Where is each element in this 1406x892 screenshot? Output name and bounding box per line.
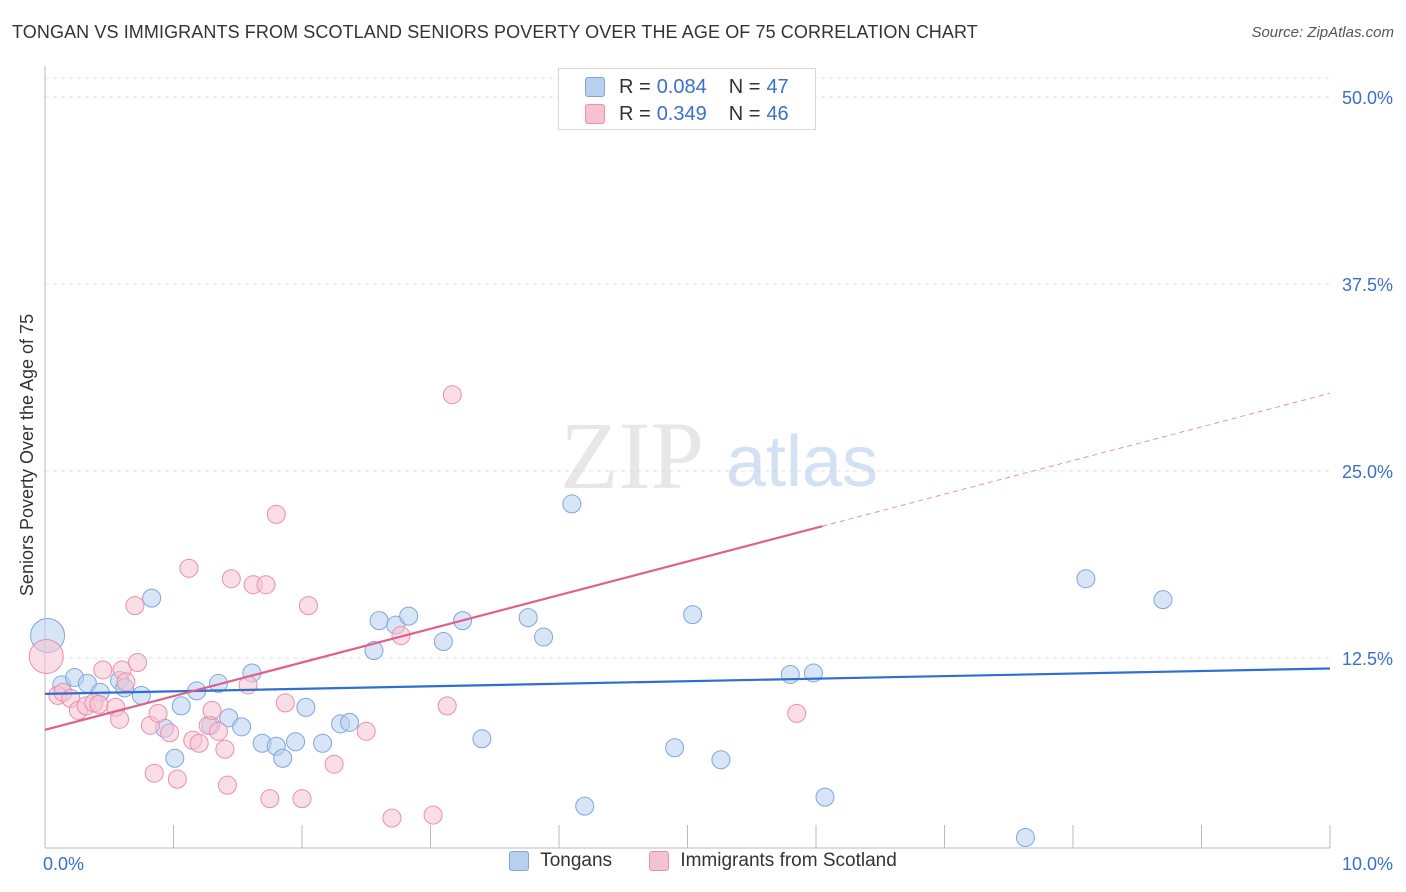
y-axis-label: Seniors Poverty Over the Age of 75: [17, 314, 37, 596]
point-scotland-34: [275, 693, 295, 713]
y-tick-label-2: 37.5%: [1342, 275, 1393, 295]
point-tongans-37: [665, 738, 685, 758]
point-tongans-7: [131, 685, 151, 705]
watermark: ZIP atlas: [560, 402, 878, 509]
point-tongans-30: [433, 632, 453, 652]
point-tongans-27: [369, 611, 389, 631]
point-scotland-32: [260, 789, 280, 809]
trend-line-extension-scotland: [822, 392, 1331, 527]
legend-swatch-tongans: [509, 851, 530, 871]
point-scotland-41: [423, 805, 443, 825]
point-scotland-36: [298, 596, 318, 616]
point-tongans-44: [1076, 569, 1096, 589]
point-scotland-37: [324, 754, 344, 774]
point-tongans-45: [1153, 590, 1173, 610]
x-tick-label-0: 0.0%: [43, 854, 84, 874]
tick-labels: 12.5% 25.0% 37.5% 50.0% 0.0% 10.0%: [43, 88, 1393, 874]
stats-n-value-tongans: 47: [766, 75, 789, 98]
chart-legend: Tongans Immigrants from Scotland: [0, 850, 1406, 877]
stats-swatch-scotland: [585, 104, 605, 124]
y-tick-label-3: 50.0%: [1342, 88, 1393, 108]
stats-r-label: R =: [619, 75, 651, 98]
point-scotland-16: [144, 763, 164, 783]
y-tick-label-0: 12.5%: [1342, 649, 1393, 669]
watermark-atlas: atlas: [726, 422, 878, 502]
point-tongans-33: [518, 608, 538, 628]
x-tick-label-1: 10.0%: [1342, 854, 1393, 874]
point-tongans-10: [165, 748, 185, 768]
point-tongans-41: [803, 663, 823, 683]
point-scotland-24: [202, 700, 222, 720]
point-scotland-44: [787, 703, 807, 723]
watermark-zip: ZIP: [560, 402, 704, 509]
point-tongans-32: [472, 729, 492, 749]
grid-lines: [45, 77, 1330, 659]
legend-item-tongans[interactable]: Tongans: [509, 850, 612, 872]
point-tongans-23: [313, 733, 333, 753]
point-scotland-0: [28, 639, 64, 675]
axes: [44, 66, 1331, 849]
stats-n-label: N =: [728, 102, 761, 125]
point-scotland-20: [179, 558, 199, 578]
point-scotland-39: [382, 808, 402, 828]
legend-swatch-scotland: [649, 851, 670, 871]
point-scotland-7: [89, 694, 109, 714]
point-tongans-34: [534, 627, 554, 647]
point-scotland-38: [356, 721, 376, 741]
point-tongans-43: [1015, 828, 1035, 848]
point-scotland-12: [116, 672, 136, 692]
point-tongans-22: [296, 697, 316, 717]
point-scotland-26: [215, 739, 235, 759]
point-scotland-18: [160, 723, 180, 743]
stats-r-value-tongans: 0.084: [656, 75, 707, 98]
point-scotland-19: [167, 769, 187, 789]
legend-label-scotland: Immigrants from Scotland: [680, 850, 897, 871]
y-tick-label-1: 25.0%: [1342, 462, 1393, 482]
stats-r-value-scotland: 0.349: [656, 102, 707, 125]
stats-box: R = 0.084 N = 47 R = 0.349 N = 46: [558, 68, 816, 130]
point-scotland-43: [442, 385, 462, 405]
point-scotland-25: [208, 721, 228, 741]
point-tongans-38: [683, 605, 703, 625]
legend-label-tongans: Tongans: [540, 850, 613, 871]
legend-item-scotland[interactable]: Immigrants from Scotland: [649, 850, 897, 872]
point-scotland-17: [148, 703, 168, 723]
point-tongans-21: [286, 732, 306, 752]
trend-lines: [44, 392, 1331, 731]
source-label: Source: ZipAtlas.com: [1251, 24, 1394, 41]
point-tongans-11: [171, 696, 191, 716]
stats-row-tongans: R = 0.084 N = 47: [585, 74, 789, 100]
point-scotland-35: [292, 789, 312, 809]
point-tongans-36: [575, 796, 595, 816]
point-tongans-8: [142, 588, 162, 608]
point-scotland-14: [128, 652, 148, 672]
point-scotland-28: [221, 569, 241, 589]
point-tongans-26: [364, 641, 384, 661]
point-scotland-42: [437, 696, 457, 716]
trend-line-tongans: [44, 667, 1331, 696]
stats-n-value-scotland: 46: [766, 102, 789, 125]
point-tongans-16: [232, 717, 252, 737]
point-tongans-40: [780, 664, 800, 684]
point-tongans-20: [273, 748, 293, 768]
point-tongans-35: [562, 494, 582, 514]
point-scotland-31: [256, 575, 276, 595]
point-tongans-25: [340, 712, 360, 732]
point-tongans-29: [399, 606, 419, 626]
stats-n-label: N =: [728, 75, 761, 98]
trend-line-scotland: [44, 525, 823, 731]
point-scotland-27: [217, 775, 237, 795]
point-tongans-39: [711, 750, 731, 770]
point-scotland-33: [266, 504, 286, 524]
point-tongans-42: [815, 787, 835, 807]
stats-r-label: R =: [619, 102, 651, 125]
stats-row-scotland: R = 0.349 N = 46: [585, 101, 789, 127]
point-scotland-22: [189, 733, 209, 753]
point-scotland-8: [93, 660, 113, 680]
chart-title: TONGAN VS IMMIGRANTS FROM SCOTLAND SENIO…: [12, 22, 978, 42]
point-scotland-13: [125, 596, 145, 616]
stats-swatch-tongans: [585, 77, 605, 97]
data-points: [28, 385, 1173, 848]
